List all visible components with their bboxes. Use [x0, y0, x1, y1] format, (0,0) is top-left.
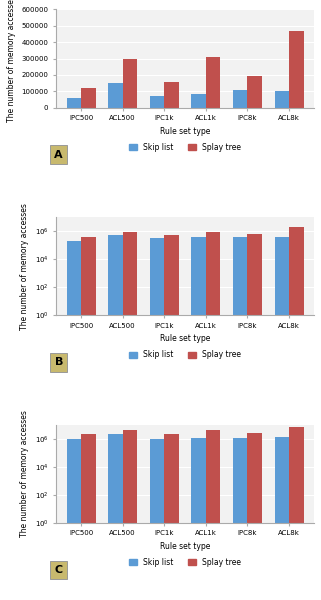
Bar: [191, 438, 206, 600]
Bar: [108, 83, 123, 107]
Bar: [233, 437, 247, 600]
Bar: [233, 91, 247, 107]
Bar: [123, 59, 137, 107]
X-axis label: Rule set type: Rule set type: [160, 334, 210, 343]
Text: A: A: [54, 150, 63, 160]
Bar: [108, 235, 123, 600]
Bar: [247, 76, 262, 107]
Bar: [247, 234, 262, 600]
Legend: Skip list, Splay tree: Skip list, Splay tree: [126, 555, 244, 570]
Bar: [206, 430, 221, 600]
Legend: Skip list, Splay tree: Skip list, Splay tree: [126, 347, 244, 362]
Bar: [247, 433, 262, 600]
Bar: [191, 94, 206, 107]
Bar: [81, 434, 96, 600]
Text: C: C: [55, 565, 63, 575]
Bar: [289, 427, 304, 600]
Text: B: B: [55, 358, 63, 367]
Bar: [81, 236, 96, 600]
Bar: [164, 82, 179, 107]
Bar: [123, 232, 137, 600]
Bar: [289, 31, 304, 107]
X-axis label: Rule set type: Rule set type: [160, 542, 210, 551]
Bar: [81, 88, 96, 107]
Bar: [66, 439, 81, 600]
Bar: [66, 98, 81, 107]
Y-axis label: The number of memory accesses: The number of memory accesses: [20, 410, 29, 537]
Legend: Skip list, Splay tree: Skip list, Splay tree: [126, 140, 244, 155]
Bar: [206, 232, 221, 600]
Bar: [150, 96, 164, 107]
Bar: [274, 437, 289, 600]
Bar: [274, 238, 289, 600]
Bar: [191, 238, 206, 600]
Bar: [206, 57, 221, 107]
Bar: [274, 91, 289, 107]
Bar: [164, 235, 179, 600]
Bar: [164, 434, 179, 600]
Y-axis label: The number of memory accesses: The number of memory accesses: [7, 0, 16, 122]
Bar: [150, 238, 164, 600]
Bar: [289, 227, 304, 600]
Bar: [150, 439, 164, 600]
X-axis label: Rule set type: Rule set type: [160, 127, 210, 136]
Bar: [108, 434, 123, 600]
Bar: [123, 430, 137, 600]
Bar: [233, 238, 247, 600]
Bar: [66, 241, 81, 600]
Y-axis label: The number of memory accesses: The number of memory accesses: [20, 203, 29, 329]
